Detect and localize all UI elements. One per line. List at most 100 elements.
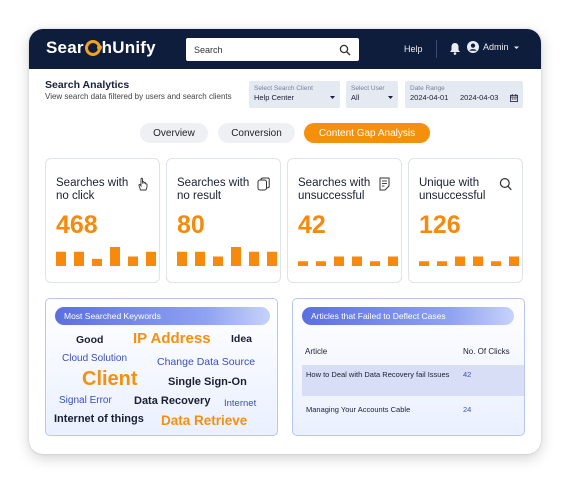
chevron-down-icon xyxy=(388,96,393,99)
keyword-tag[interactable]: Cloud Solution xyxy=(62,353,128,364)
chevron-down-icon xyxy=(330,96,335,99)
user-avatar-icon xyxy=(467,41,479,53)
keyword-tag[interactable]: Client xyxy=(82,368,138,390)
bar-mark xyxy=(419,261,429,266)
keyword-tag[interactable]: Idea xyxy=(231,333,253,345)
search-input[interactable] xyxy=(194,44,339,55)
search-icon[interactable] xyxy=(339,44,351,56)
user-name-label: Admin xyxy=(483,42,509,52)
keyword-tag[interactable]: Internet of things xyxy=(54,413,144,425)
bar-mark xyxy=(110,247,120,266)
keyword-tag[interactable]: IP Address xyxy=(133,330,211,347)
table-row[interactable]: Managing Your Accounts Cable 24 xyxy=(302,396,524,422)
keyword-tag[interactable]: Data Retrieve xyxy=(161,413,248,428)
bar-mark xyxy=(231,247,241,266)
searchunify-logo[interactable]: Sear hUnify xyxy=(46,38,156,57)
card-bar-chart xyxy=(56,247,156,266)
card-unique-unsuccessful[interactable]: Unique with unsuccessful 126 xyxy=(408,158,523,283)
bar-mark xyxy=(128,256,138,266)
copy-pages-icon xyxy=(257,177,270,191)
bar-mark xyxy=(437,261,447,266)
bar-mark xyxy=(74,251,84,266)
click-count: 24 xyxy=(463,405,472,414)
card-title: Searches with unsuccessful xyxy=(298,177,371,202)
keyword-tag[interactable]: Data Recovery xyxy=(134,395,211,407)
article-title[interactable]: Managing Your Accounts Cable xyxy=(306,405,411,414)
card-searches-no-result[interactable]: Searches with no result 80 xyxy=(166,158,281,283)
card-value: 80 xyxy=(177,211,205,239)
logo-mark-icon xyxy=(84,40,102,56)
keyword-tag[interactable]: Signal Error xyxy=(59,395,112,406)
date-end: 2024-04-03 xyxy=(460,93,499,102)
page-subtitle: View search data filtered by users and s… xyxy=(45,92,232,101)
bar-mark xyxy=(334,256,344,266)
page-title: Search Analytics xyxy=(45,79,130,91)
filter-label: Select Search Client xyxy=(254,85,313,92)
search-icon xyxy=(499,177,512,191)
bar-mark xyxy=(473,256,483,266)
global-search-box xyxy=(186,38,359,61)
page-heading: Search Analytics View search data filter… xyxy=(45,79,245,102)
bar-mark xyxy=(146,251,156,266)
card-bar-chart xyxy=(298,256,398,266)
keyword-tag[interactable]: Single Sign-On xyxy=(168,376,247,388)
bar-mark xyxy=(249,251,259,266)
bar-mark xyxy=(316,261,326,266)
card-title: Unique with unsuccessful xyxy=(419,177,486,202)
filter-value: Help Center xyxy=(254,93,295,102)
keyword-tag[interactable]: Internet xyxy=(224,398,257,409)
panel-title: Most Searched Keywords xyxy=(55,307,270,325)
card-title: Searches with no result xyxy=(177,177,250,202)
calendar-icon xyxy=(510,93,518,102)
bar-mark xyxy=(92,258,102,266)
bar-mark xyxy=(177,251,187,266)
bar-mark xyxy=(56,251,66,266)
keyword-tag[interactable]: Good xyxy=(76,334,104,346)
tab-conversion[interactable]: Conversion xyxy=(218,123,295,143)
card-searches-no-click[interactable]: Searches with no click 468 xyxy=(45,158,160,283)
bar-mark xyxy=(352,256,362,266)
card-title: Searches with no click xyxy=(56,177,129,202)
bar-mark xyxy=(509,256,519,266)
most-searched-keywords-panel: Most Searched Keywords Good IP Address I… xyxy=(45,298,278,436)
date-range-picker[interactable]: Date Range 2024-04-01 2024-04-03 xyxy=(405,81,523,108)
bar-mark xyxy=(267,251,277,266)
bell-icon[interactable] xyxy=(449,42,461,55)
tab-content-gap-analysis[interactable]: Content Gap Analysis xyxy=(304,123,430,143)
filter-value: All xyxy=(351,93,360,102)
card-bar-chart xyxy=(419,256,519,266)
tab-overview[interactable]: Overview xyxy=(140,123,208,143)
card-value: 126 xyxy=(419,211,461,239)
filter-label: Date Range xyxy=(410,85,445,92)
search-client-select[interactable]: Select Search Client Help Center xyxy=(249,81,340,108)
panel-title: Articles that Failed to Deflect Cases xyxy=(302,307,514,325)
bar-mark xyxy=(455,256,465,266)
articles-failed-deflect-panel: Articles that Failed to Deflect Cases Ar… xyxy=(292,298,525,436)
article-title[interactable]: How to Deal with Data Recovery fail Issu… xyxy=(306,370,450,379)
date-start: 2024-04-01 xyxy=(410,93,449,102)
card-value: 42 xyxy=(298,211,326,239)
column-header-clicks: No. Of Clicks xyxy=(463,347,510,356)
card-searches-unsuccessful[interactable]: Searches with unsuccessful 42 xyxy=(287,158,402,283)
bar-mark xyxy=(388,256,398,266)
column-header-article: Article xyxy=(305,347,328,356)
table-row[interactable]: How to Deal with Data Recovery fail Issu… xyxy=(302,365,524,396)
keyword-tag[interactable]: Change Data Source xyxy=(157,356,256,368)
chevron-down-icon xyxy=(513,46,519,49)
user-menu[interactable]: Admin xyxy=(467,41,520,53)
nav-divider xyxy=(436,40,437,58)
bar-mark xyxy=(213,256,223,266)
bar-mark xyxy=(491,261,501,266)
bar-mark xyxy=(370,261,380,266)
analytics-tabs: Overview Conversion Content Gap Analysis xyxy=(29,123,541,143)
bar-mark xyxy=(298,261,308,266)
document-lines-icon xyxy=(379,177,390,191)
card-bar-chart xyxy=(177,247,277,266)
pointer-click-icon xyxy=(138,177,148,191)
card-value: 468 xyxy=(56,211,98,239)
click-count: 42 xyxy=(463,370,472,379)
user-select[interactable]: Select User All xyxy=(346,81,398,108)
help-link[interactable]: Help xyxy=(404,44,423,54)
